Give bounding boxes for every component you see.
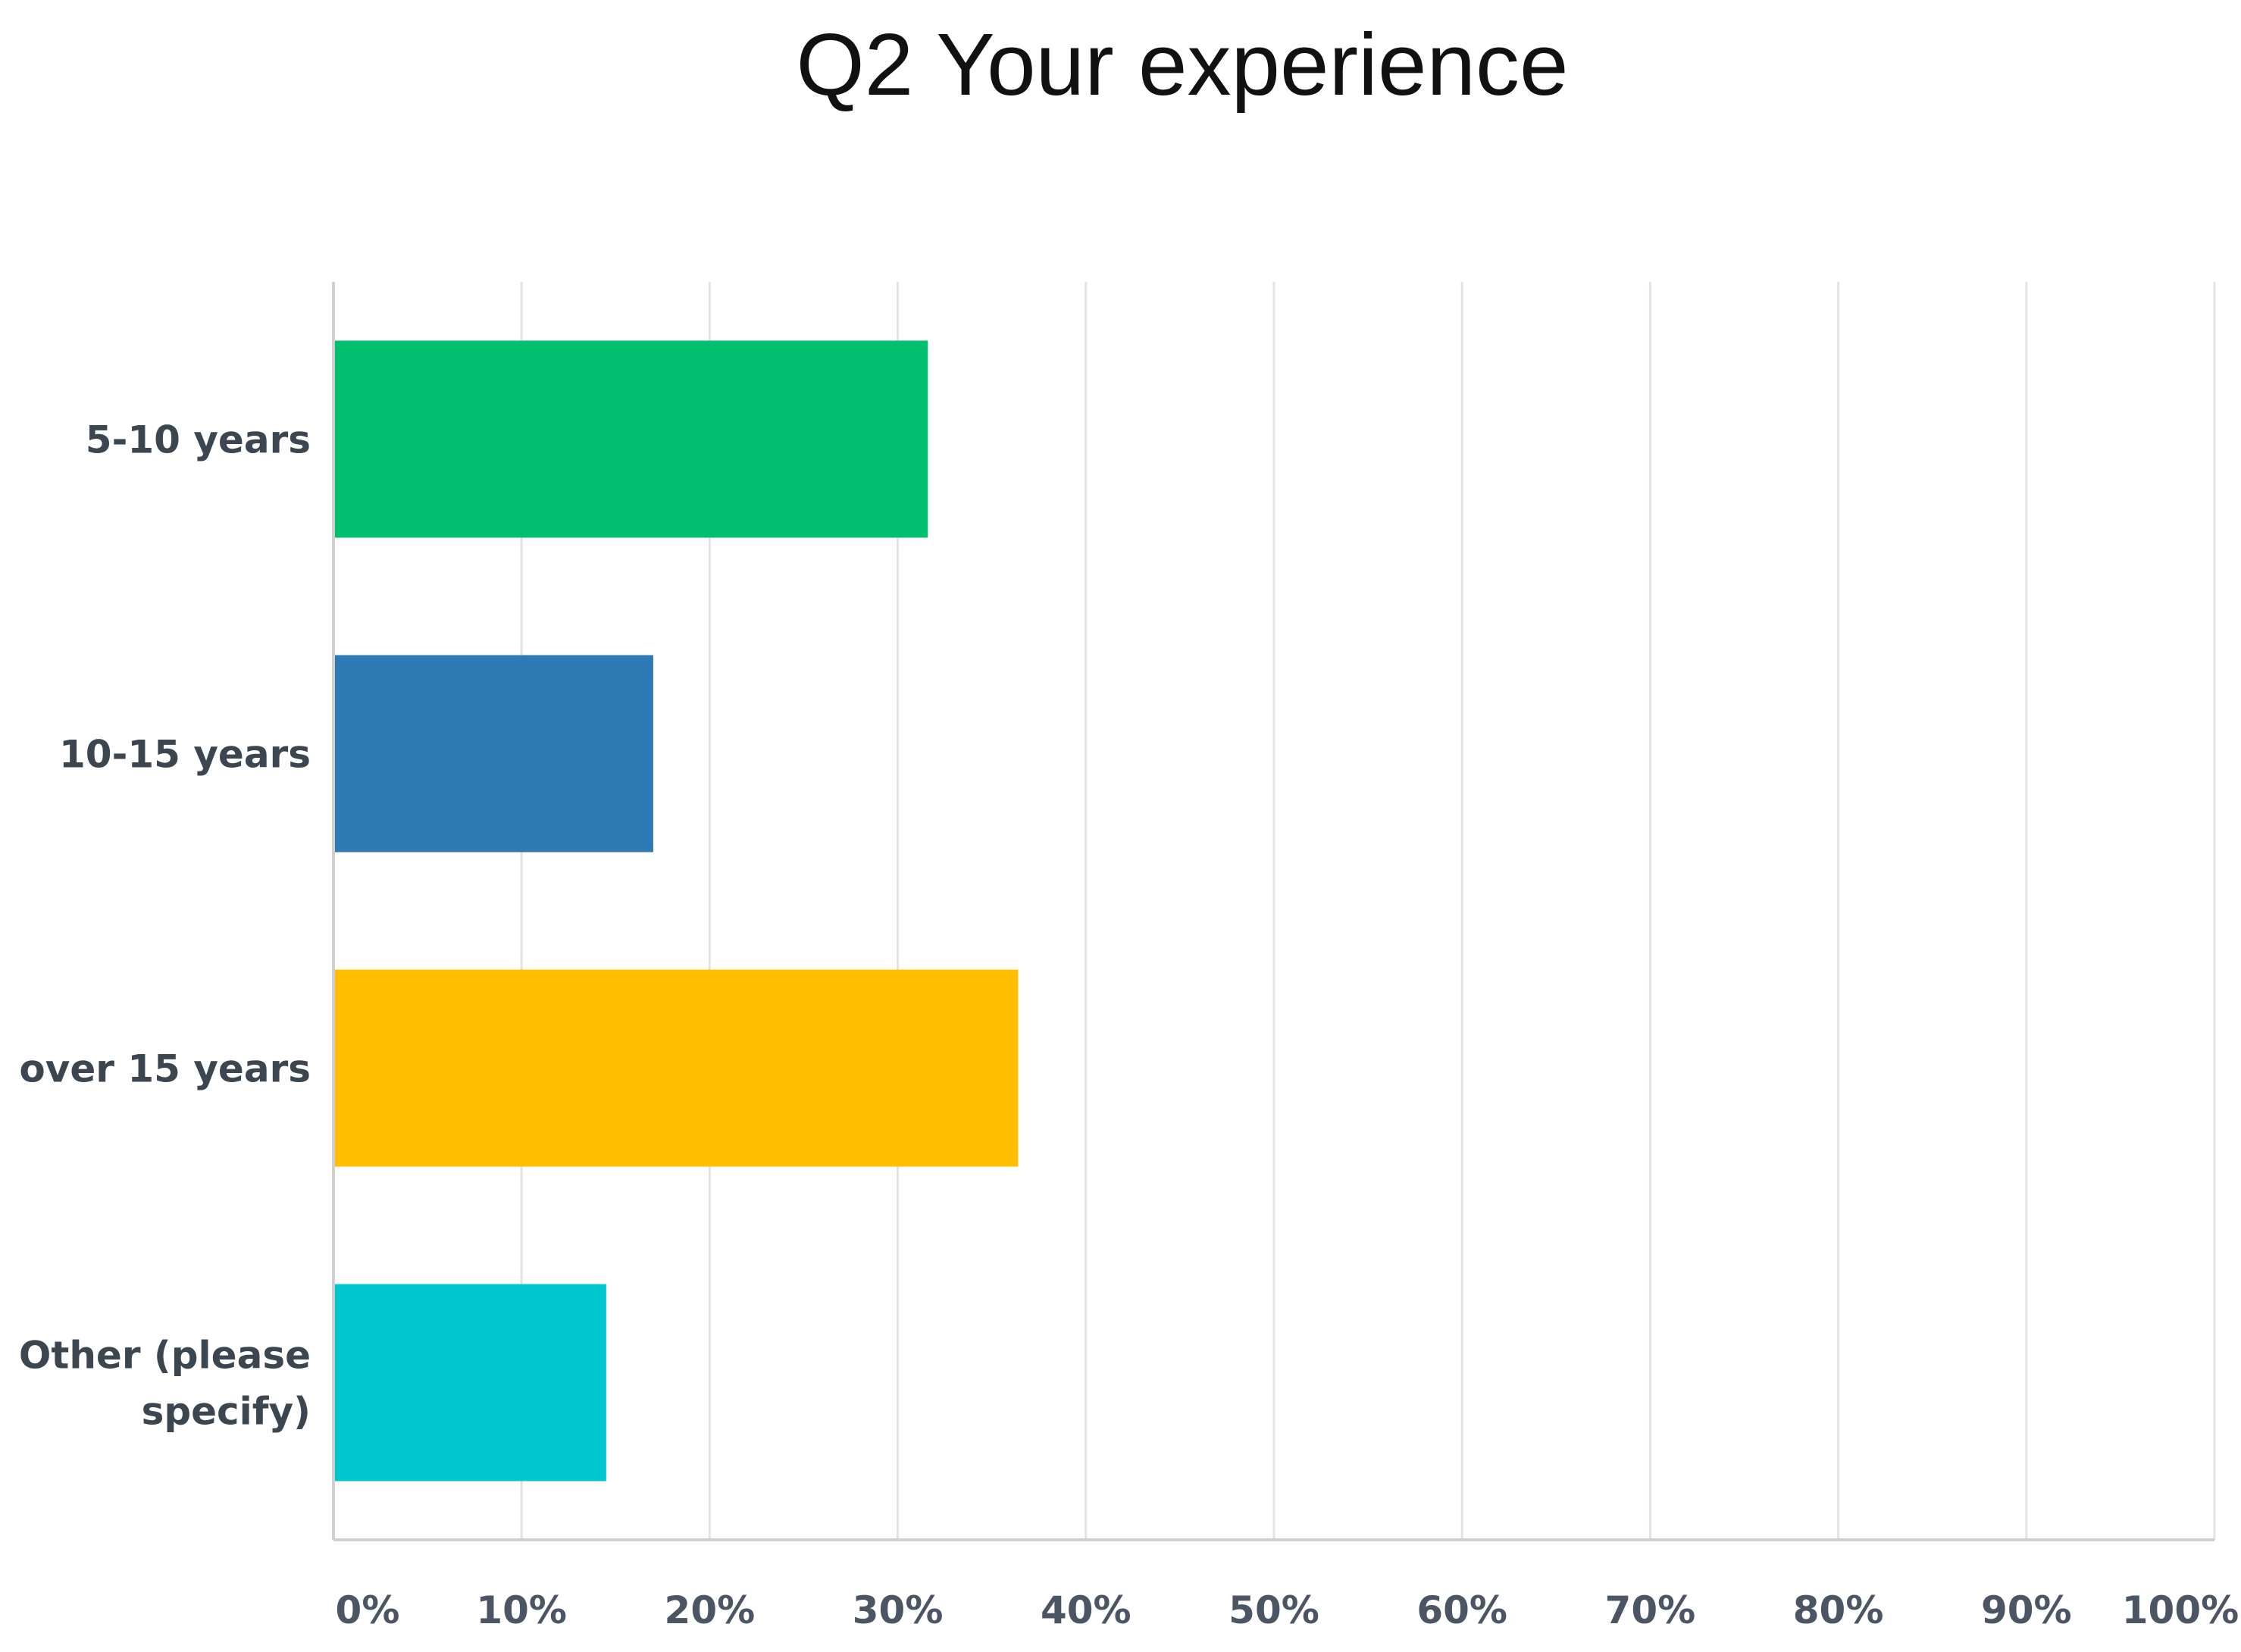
- x-tick-label: 90%: [1981, 1588, 2072, 1632]
- x-tick-label: 60%: [1416, 1588, 1507, 1632]
- bar: [333, 655, 653, 853]
- bars: [333, 340, 1019, 1481]
- x-tick-label: 70%: [1605, 1588, 1696, 1632]
- x-tick-label: 10%: [476, 1588, 567, 1632]
- category-label: 5-10 years: [86, 418, 311, 462]
- category-label: 10-15 years: [59, 733, 311, 777]
- chart-title: Q2 Your experience: [797, 15, 1569, 114]
- x-tick-label: 50%: [1228, 1588, 1319, 1632]
- category-labels: 5-10 years 10-15 years over 15 years Other …: [19, 418, 311, 1434]
- x-tick-label: 80%: [1793, 1588, 1884, 1632]
- x-tick-label: 100%: [2122, 1588, 2239, 1632]
- x-tick-label: 40%: [1041, 1588, 1131, 1632]
- x-tick-label: 30%: [853, 1588, 944, 1632]
- axes: [332, 282, 2214, 1541]
- bar: [333, 969, 1019, 1167]
- x-tick-labels: 0% 10% 20% 30% 40% 50% 60% 70% 80% 90% 100%: [336, 1588, 2239, 1632]
- bar: [333, 1284, 606, 1481]
- x-tick-label: 0%: [336, 1588, 400, 1632]
- x-tick-label: 20%: [665, 1588, 756, 1632]
- category-label: over 15 years: [19, 1047, 311, 1091]
- category-label: specify): [142, 1390, 311, 1434]
- bar: [333, 340, 928, 538]
- category-label: Other (please: [19, 1334, 311, 1378]
